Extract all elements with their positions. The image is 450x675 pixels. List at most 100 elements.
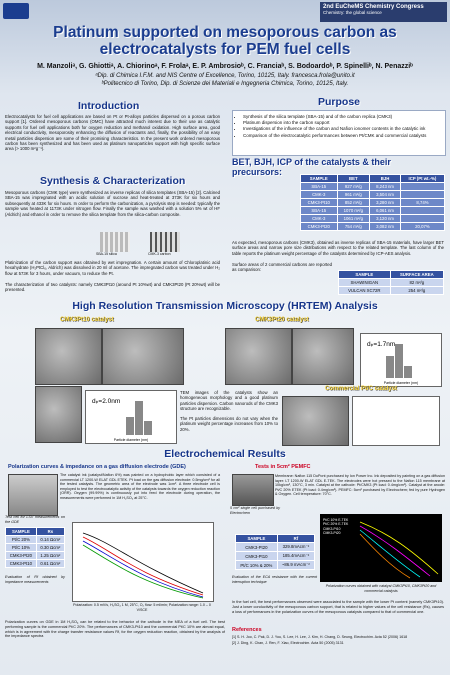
decor-bar [135, 401, 143, 435]
column-header: SURFACE AREA [389, 270, 445, 279]
electro-text: The catalyst ink (catalyst/Nafion 6%) wa… [60, 473, 220, 500]
table-cell: 0.30 Ωcm² [35, 543, 66, 552]
sba15-image [100, 232, 130, 252]
table-cell [399, 182, 446, 191]
table-cell: 852 m²/g [336, 198, 371, 207]
axis-label: Particle diameter (nm) [383, 381, 419, 385]
column-header: ICP (Pt wt.-%) [399, 174, 446, 183]
table-row: CMK3-Pt10 0.61 Ωcm² [5, 559, 66, 568]
decor-bar [404, 366, 412, 378]
poster-title: Platinum supported on mesoporous carbon … [53, 24, 397, 58]
table-row: CMK-3 961 m²/g 3,504 nm [300, 190, 446, 199]
table-cell: 20,07% [399, 222, 446, 231]
section-heading: Electrochemical Results [164, 448, 286, 460]
panel-label: Commercial Pt/C catalyst [325, 386, 398, 392]
table-cell: 8,243 nm [369, 182, 401, 191]
cmk3-image [150, 232, 180, 252]
tem-image [282, 396, 349, 446]
table-cell: Pt/C 20% [5, 535, 37, 544]
histogram: dₚ=2.0nm Particle diameter (nm) [85, 390, 177, 444]
table-row: SHAWINIGAN 82 m²/g [338, 278, 445, 287]
table-cell: Pt/C 10% & 20% [235, 560, 278, 570]
panel-label: CMK3Pt20 catalyst [255, 317, 309, 323]
column-header: BJH [369, 174, 401, 183]
rs-table: SAMPLE Rs Pt/C 20% 0.14 Ωcm² Pt/C 10% 0.30 Ωc… [5, 527, 66, 568]
plot-decor [359, 521, 439, 579]
axis-label: Particle diameter (nm) [113, 438, 149, 442]
table-cell: SHAWINIGAN [338, 278, 391, 287]
header-row: SAMPLE BET BJH ICP (Pt wt.-%) [300, 174, 446, 183]
table-cell: 329.8mAcm⁻² [276, 542, 316, 552]
caption: Polarization: 0.5 mV/s, H₂SO₄ 1 M, 25°C,… [73, 603, 211, 613]
column-header: BET [336, 174, 371, 183]
polarization-plot [72, 522, 214, 602]
header-row: SAMPLE Rs [5, 527, 66, 536]
section-heading: BET, BJH, ICP of the catalysts & their p… [232, 157, 391, 177]
table-cell: CMK3-Pt10 [5, 559, 37, 568]
table-cell: 3,280 nm [369, 198, 401, 207]
image-label: SBA-15 silica [96, 252, 117, 256]
table-cell: VULCAN XC72R [338, 286, 391, 295]
table-cell: 6,061 nm [369, 206, 401, 215]
header-row: SAMPLE SURFACE AREA [338, 270, 445, 279]
hrtem-text: The Pt particles dimensions do not vary … [180, 416, 278, 432]
tem-image [292, 328, 354, 385]
conclusion: In the fuel cell, the best performances … [232, 600, 444, 614]
table-row: Pt/C 20% 0.14 Ωcm² [5, 535, 66, 544]
cell-photo [8, 474, 58, 516]
section-heading: High Resolution Transmission Microscopy … [72, 300, 378, 312]
reference: [1] S. H. Joo, C. Pak, D. J. You, S. Lee… [232, 635, 408, 639]
section-heading: Synthesis & Characterization [40, 175, 186, 187]
gde-text: Membrane: Nafion 115 DuPont purchased by… [275, 474, 446, 497]
authors: M. Manzoliᵃ, G. Ghiottiᵃ, A. Chiorinoᵃ, … [37, 63, 413, 70]
table-cell: 1.25 Ωcm² [35, 551, 66, 560]
column-header: SAMPLE [235, 534, 278, 543]
fuel-cell-photo [232, 474, 274, 506]
table-row: CMK3-Pt20 329.8mAcm⁻² [235, 542, 316, 552]
polarization-text: Polarization curves on GDE in 1M H₂SO₄ c… [5, 620, 225, 639]
purpose-item: Synthesis of the silica template (SBA-15… [243, 114, 441, 120]
table-row: VULCAN XC72R 254 m²/g [338, 286, 445, 295]
purpose-item: Investigations of the influence of the c… [243, 126, 441, 132]
purpose-item: Platinum dispersion into the carbon supp… [243, 120, 441, 126]
decor-bar [144, 421, 152, 435]
table-row: Pt/C 10% & 20% ~86.9 mAcm⁻² [235, 560, 316, 570]
table-cell: 754 m²/g [336, 222, 371, 231]
table-cell: 0.61 Ωcm² [35, 559, 66, 568]
table-cell: SBA-15 [300, 206, 338, 215]
legend-entry: Pt/C 20% E-TEK [323, 522, 349, 527]
table-row: SBA-15 927 m²/g 8,243 nm [300, 182, 446, 191]
table-cell [399, 190, 446, 199]
decor-bar [126, 417, 134, 435]
table-cell: SBA-15 [300, 182, 338, 191]
rf-table: SAMPLE Rf CMK3-Pt20 329.8mAcm⁻² CMK3-Pt10 185… [235, 534, 316, 570]
purpose-box: Synthesis of the silica template (SBA-15… [232, 110, 446, 156]
table-cell: 961 m²/g [336, 190, 371, 199]
surface-table: SAMPLE SURFACE AREA SHAWINIGAN 82 m²/g VULCA… [338, 270, 445, 295]
congress-name: 2nd EuCheMS Chemistry Congress [323, 4, 424, 10]
tem-image [225, 328, 292, 385]
table-row: CMK-3 1061 m²/g 3,120 nm [300, 214, 446, 223]
legend-entry: Pt/C 10% E-TEK [323, 518, 349, 522]
table-row: SBA-15 1070 m²/g 6,061 nm [300, 206, 446, 215]
table-cell: CMK3-Pt10 [300, 198, 338, 207]
column-header: Rs [35, 527, 66, 536]
intro-text: Electrocatalysts for fuel cell applicati… [5, 114, 220, 152]
bet-table: SAMPLE BET BJH ICP (Pt wt.-%) SBA-15 927 m²/g… [300, 174, 446, 231]
table-cell: 185.4mAcm⁻² [276, 551, 316, 561]
image-label: CMK-3 carbon [148, 252, 171, 256]
table-cell: CMK3-Pt10 [235, 551, 278, 561]
subheading: Polarization curves & impedance on a gas… [8, 464, 186, 470]
affiliation: ᵃDip. di Chimica I.F.M. and NIS Centre o… [95, 73, 355, 79]
subheading: Tests in 5cm² PEMFC [255, 464, 311, 470]
tem-image [35, 386, 82, 443]
table-cell: 1061 m²/g [336, 214, 371, 223]
caption: Evaluation of Rf obtained by impedance m… [5, 575, 65, 585]
table-cell: ~86.9 mAcm⁻² [276, 560, 316, 570]
table-row: CMK3-Pt10 185.4mAcm⁻² [235, 551, 316, 561]
caption: Evaluation of the ECA resistance with th… [232, 575, 317, 585]
tem-image [102, 328, 184, 385]
decor-bar [386, 356, 394, 378]
section-heading: Introduction [78, 100, 140, 112]
